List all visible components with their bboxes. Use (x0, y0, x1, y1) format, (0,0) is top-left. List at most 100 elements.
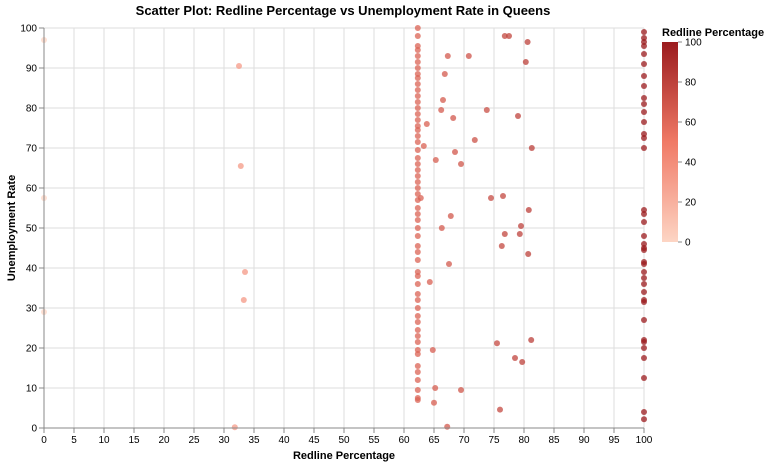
x-tick-label: 0 (41, 435, 47, 446)
data-point (641, 29, 647, 35)
data-point (501, 231, 508, 237)
data-point (518, 223, 524, 229)
data-point (414, 87, 421, 93)
data-point (242, 269, 248, 275)
data-point (524, 39, 531, 45)
x-tick-label: 35 (248, 435, 260, 446)
data-point (512, 355, 518, 361)
data-point (414, 377, 421, 383)
data-point (641, 211, 647, 217)
data-point (641, 345, 647, 351)
y-tick-label: 70 (26, 144, 38, 155)
x-tick-label: 60 (398, 435, 410, 446)
x-tick-label: 95 (608, 435, 620, 446)
data-point (641, 281, 647, 287)
legend-gradient (662, 42, 678, 242)
data-point (414, 249, 421, 255)
data-point (444, 423, 451, 430)
data-point (516, 231, 523, 237)
y-tick-label: 20 (26, 344, 38, 355)
data-point (414, 217, 421, 223)
x-tick-label: 70 (458, 435, 470, 446)
data-point (528, 145, 535, 151)
data-point (641, 339, 647, 345)
data-point (414, 133, 421, 139)
data-point (494, 340, 500, 347)
data-point (471, 137, 478, 143)
data-point (444, 53, 451, 59)
chart-title: Scatter Plot: Redline Percentage vs Unem… (136, 3, 551, 18)
data-point (641, 73, 647, 79)
data-point (641, 135, 647, 141)
y-tick-label: 50 (26, 224, 38, 235)
legend-tick-label: 60 (685, 118, 697, 129)
data-point (458, 387, 464, 393)
grid (43, 27, 645, 429)
data-point (236, 63, 242, 69)
data-point (414, 155, 421, 161)
data-point (641, 275, 647, 281)
data-point (438, 225, 445, 231)
data-point (414, 333, 421, 339)
x-tick-label: 65 (428, 435, 440, 446)
data-point (641, 269, 647, 275)
legend-title: Redline Percentage (662, 27, 764, 39)
x-tick-label: 90 (578, 435, 590, 446)
data-point (240, 297, 247, 303)
data-point (458, 161, 464, 167)
data-point (641, 83, 647, 89)
data-point (414, 47, 421, 53)
x-tick-label: 15 (128, 435, 140, 446)
data-point (414, 117, 421, 123)
data-point (414, 127, 421, 133)
data-point (522, 59, 529, 65)
data-point (414, 313, 421, 319)
data-point (414, 33, 421, 39)
data-point (414, 161, 421, 167)
data-point (414, 291, 421, 297)
y-tick-label: 60 (26, 184, 38, 195)
data-point (414, 173, 421, 179)
data-point (528, 337, 535, 343)
x-tick-label: 40 (278, 435, 290, 446)
data-point (441, 71, 448, 77)
data-point (641, 247, 647, 253)
data-point (414, 243, 421, 249)
data-point (414, 369, 421, 375)
data-point (414, 233, 421, 239)
data-point (414, 167, 421, 173)
data-point (414, 65, 421, 71)
y-tick-label: 80 (26, 104, 38, 115)
data-point (500, 193, 506, 199)
data-point (641, 416, 647, 423)
data-point (641, 101, 647, 107)
data-point (414, 111, 421, 117)
x-tick-label: 75 (488, 435, 500, 446)
data-point (447, 213, 454, 219)
data-point (641, 375, 647, 381)
x-tick-label: 55 (368, 435, 380, 446)
x-tick-label: 10 (98, 435, 110, 446)
data-point (414, 179, 421, 185)
data-point (426, 279, 433, 285)
data-point (414, 319, 421, 325)
axes: 0 5 10 15 20 25 30 35 40 45 50 55 60 65 70 75 80 85 90 95 10… (20, 24, 652, 447)
y-tick-label: 10 (26, 384, 38, 395)
data-point (414, 225, 421, 231)
data-point (414, 139, 421, 145)
data-point (525, 207, 532, 213)
y-tick-label: 100 (20, 24, 37, 35)
data-point (414, 387, 421, 393)
data-point (414, 93, 421, 99)
data-point (414, 327, 421, 333)
x-tick-label: 100 (636, 435, 653, 446)
data-point (414, 75, 421, 81)
data-point (641, 355, 647, 361)
data-point (414, 105, 421, 111)
data-point (498, 243, 505, 249)
x-tick-label: 85 (548, 435, 560, 446)
data-point (440, 97, 446, 103)
data-point (432, 385, 439, 391)
data-point (641, 219, 647, 225)
data-point (641, 61, 647, 67)
